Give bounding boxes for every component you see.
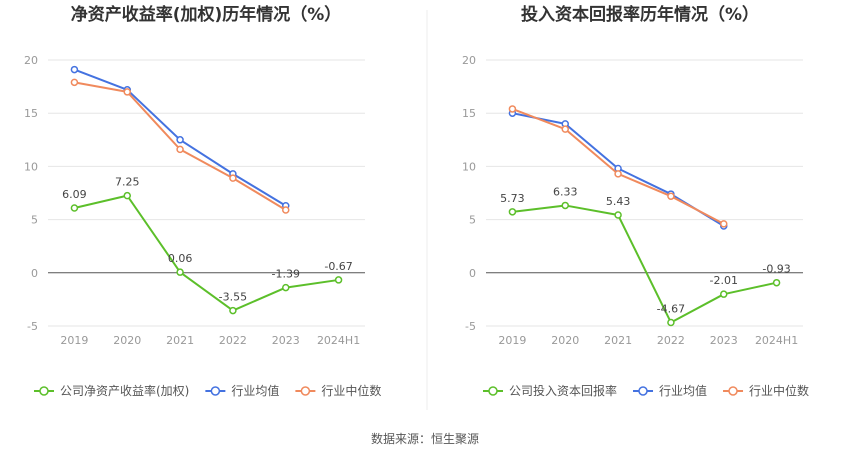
y-tick-label: 0	[469, 267, 476, 280]
data-point	[720, 290, 728, 298]
x-tick-label: 2024H1	[317, 334, 360, 347]
legend-entry: 行业均值	[659, 383, 707, 398]
legend-entry: 行业均值	[231, 383, 279, 398]
data-label: 5.43	[606, 195, 631, 208]
data-point	[229, 174, 237, 182]
data-point	[561, 125, 569, 133]
y-tick-label: 5	[31, 214, 38, 227]
x-tick-label: 2023	[272, 334, 300, 347]
legend-swatch-marker	[638, 386, 648, 396]
data-label: -0.93	[762, 263, 790, 276]
data-point	[667, 318, 675, 327]
x-tick-label: 2020	[113, 334, 141, 347]
data-point	[614, 211, 622, 219]
legend-swatch-marker	[728, 386, 738, 396]
data-point	[720, 220, 728, 228]
data-point	[70, 78, 79, 87]
legend-swatch-marker	[488, 386, 498, 396]
data-label: -0.67	[324, 260, 352, 273]
x-tick-label: 2021	[604, 334, 632, 347]
x-tick-label: 2024H1	[755, 334, 798, 347]
chart-title: 净资产收益率(加权)历年情况（%）	[71, 4, 342, 25]
series-line	[512, 204, 777, 324]
series-line	[74, 194, 339, 312]
x-tick-label: 2019	[498, 334, 526, 347]
chart-title: 投入资本回报率历年情况（%）	[521, 4, 759, 25]
legend-entry: 行业中位数	[321, 383, 381, 398]
y-tick-label: 20	[24, 54, 38, 67]
data-point	[667, 192, 675, 200]
data-source-note: 数据来源：恒生聚源	[371, 431, 479, 446]
data-point	[334, 276, 343, 284]
data-label: 6.33	[553, 185, 578, 198]
data-label: 0.06	[168, 252, 193, 265]
y-tick-label: 15	[462, 107, 476, 120]
x-tick-label: 2023	[710, 334, 738, 347]
y-tick-label: 15	[24, 107, 38, 120]
data-point	[229, 306, 237, 315]
y-tick-label: 20	[462, 54, 476, 67]
legend-swatch-marker	[39, 386, 49, 396]
data-point	[508, 105, 517, 113]
roe-chart-panel: 净资产收益率(加权)历年情况（%） -5 0 5 10 15 20 2019 2020 2021 2…	[24, 4, 381, 398]
data-point	[561, 201, 569, 210]
legend-swatch-marker	[210, 386, 221, 396]
data-label: 7.25	[115, 176, 140, 189]
data-point	[176, 136, 184, 144]
data-point	[614, 170, 622, 178]
legend-entry: 行业中位数	[749, 383, 809, 398]
legend-swatch-marker	[300, 386, 311, 396]
data-point	[70, 204, 79, 212]
data-label: 6.09	[62, 188, 87, 201]
data-label: -4.67	[657, 302, 685, 315]
data-point	[70, 65, 79, 74]
data-label: -3.55	[219, 291, 247, 304]
data-point	[282, 283, 290, 292]
y-tick-label: 10	[462, 160, 476, 173]
data-point	[123, 191, 131, 200]
y-tick-label: 10	[24, 160, 38, 173]
x-tick-label: 2019	[60, 334, 88, 347]
y-tick-label: 5	[469, 214, 476, 227]
x-tick-label: 2020	[551, 334, 579, 347]
y-tick-label: -5	[465, 320, 476, 333]
x-tick-label: 2021	[166, 334, 194, 347]
data-point	[176, 145, 184, 154]
data-point	[123, 88, 131, 96]
data-point	[508, 208, 517, 216]
x-tick-label: 2022	[657, 334, 685, 347]
y-tick-label: 0	[31, 267, 38, 280]
x-tick-label: 2022	[219, 334, 247, 347]
data-point	[176, 268, 184, 276]
data-point	[282, 206, 290, 214]
legend-entry: 公司投入资本回报率	[509, 383, 617, 398]
roic-chart-panel: 投入资本回报率历年情况（%） -5 0 5 10 15 20 2019 2020 2021 2022…	[462, 4, 809, 398]
legend-entry: 公司净资产收益率(加权)	[60, 383, 189, 398]
data-label: -2.01	[710, 274, 738, 287]
data-point	[772, 278, 781, 287]
y-tick-label: -5	[27, 320, 38, 333]
data-label: -1.39	[272, 268, 300, 281]
data-label: 5.73	[500, 192, 525, 205]
